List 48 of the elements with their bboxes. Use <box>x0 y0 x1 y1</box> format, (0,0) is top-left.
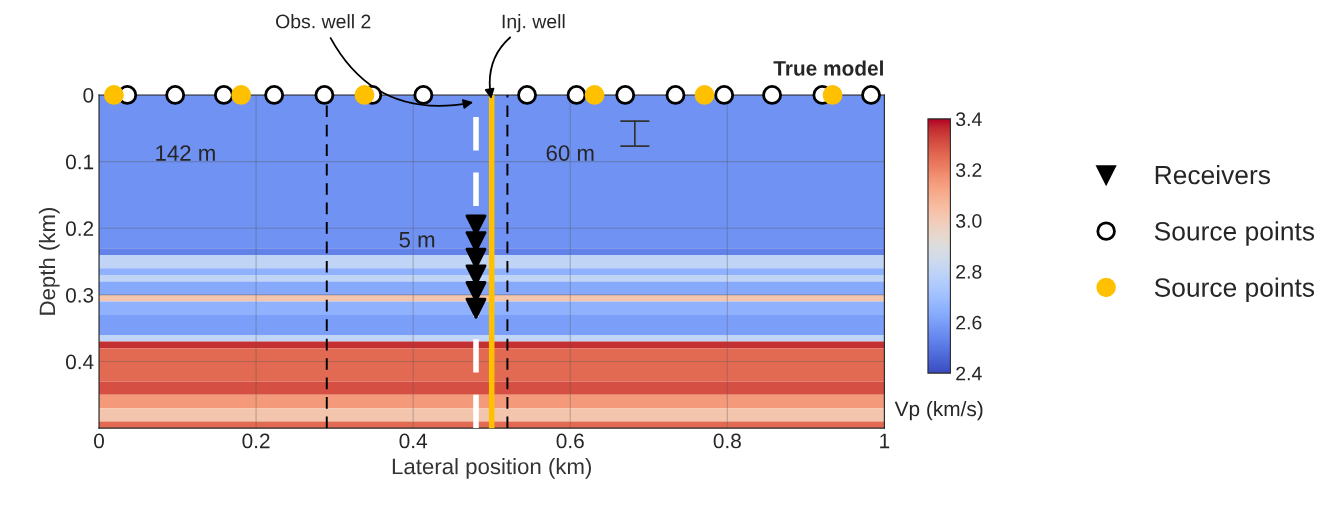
point <box>354 85 375 105</box>
annotation: 5 m <box>399 232 435 248</box>
point <box>694 85 715 105</box>
legend-label: Source points <box>1154 277 1315 303</box>
y-tick-label: 0 <box>83 87 94 103</box>
chart-title: True model <box>773 60 883 76</box>
point <box>822 85 843 105</box>
color-bar-label: 3.0 <box>956 214 982 228</box>
point <box>264 85 285 105</box>
ref-line-label: Obs. well 2 <box>276 14 371 29</box>
annotation: 60 m <box>546 145 594 161</box>
ref-line-label: Inj. well <box>502 14 565 33</box>
annotation: 142 m <box>156 145 215 161</box>
point <box>517 85 537 105</box>
legend-label: Receivers <box>1155 164 1271 185</box>
y-tick-label: 0.2 <box>65 221 94 237</box>
point <box>165 85 186 105</box>
point <box>861 85 881 105</box>
color-bar-label: 2.8 <box>956 264 982 279</box>
point <box>314 85 335 105</box>
color-bar-label: 3.4 <box>956 112 982 127</box>
x-tick-label: 0.8 <box>713 433 741 449</box>
y-tick-label: 0.4 <box>65 354 94 370</box>
color-bar-label: 2.4 <box>956 366 982 381</box>
point <box>213 85 234 105</box>
point <box>465 297 487 319</box>
color-bar-label: 3.2 <box>956 163 982 177</box>
color-bar-label: 2.6 <box>956 315 982 330</box>
point <box>104 85 124 105</box>
y-tick-label: 0.1 <box>65 154 94 170</box>
x-tick-label: 0.6 <box>556 433 584 449</box>
y-axis-title: Depth (km) <box>38 208 60 315</box>
x-axis-title: Lateral position (km) <box>392 458 591 479</box>
point <box>762 85 782 105</box>
y-tick-label: 0.3 <box>65 287 94 303</box>
x-tick-label: 0.4 <box>399 433 428 449</box>
point <box>665 85 686 105</box>
x-tick-label: 1 <box>880 433 890 449</box>
point <box>584 85 605 105</box>
point <box>566 85 587 105</box>
point <box>413 85 434 105</box>
point <box>714 85 735 105</box>
x-tick-label: 0.2 <box>242 433 270 449</box>
x-tick-label: 0 <box>94 433 104 449</box>
point <box>615 85 636 105</box>
point <box>231 85 252 105</box>
color-bar-title: Vp (km/s) <box>894 400 983 421</box>
legend-label: Source points <box>1154 221 1315 246</box>
